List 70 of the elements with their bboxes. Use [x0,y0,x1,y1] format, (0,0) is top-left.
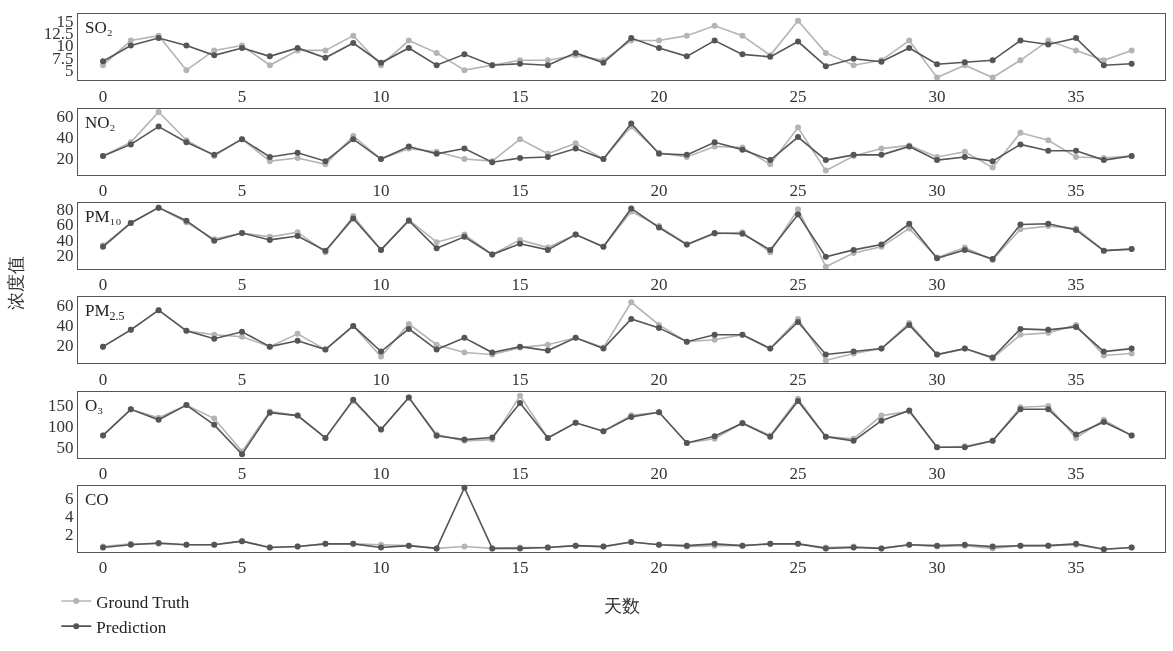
x-tick-label: 10 [372,86,390,106]
x-tick-label: 20 [650,369,668,389]
y-tick-label: 60 [56,107,74,127]
x-tick-label: 20 [650,558,668,578]
x-tick-label: 5 [237,369,247,389]
x-tick-label: 15 [511,275,529,295]
x-tick-label: 20 [650,181,668,201]
y-tick-label: 4 [65,506,75,526]
y-tick-label: 20 [56,335,74,355]
chart-title: NO₂ [85,113,116,132]
y-tick-label: 20 [56,148,74,168]
x-tick-label: 10 [372,464,390,484]
y-tick-label: 40 [56,127,74,147]
x-tick-label: 0 [98,275,108,295]
x-tick-label: 5 [237,86,247,106]
y-tick-label: 60 [56,296,74,316]
x-tick-label: 30 [928,558,946,578]
x-tick-label: 10 [372,181,390,201]
x-tick-label: 25 [789,369,807,389]
x-tick-label: 5 [237,181,247,201]
y-tick-label: 2 [65,524,74,544]
x-tick-label: 30 [928,369,946,389]
x-tick-label: 20 [650,275,668,295]
x-tick-label: 25 [789,558,807,578]
x-tick-label: 25 [789,181,807,201]
y-tick-label: 6 [65,488,74,508]
x-tick-label: 10 [372,558,390,578]
x-tick-label: 15 [511,464,529,484]
chart-title: PM$_{2.5}$ [85,301,125,323]
x-tick-label: 35 [1067,369,1085,389]
chart-title: O₃ [85,396,104,415]
x-tick-label: 15 [511,558,529,578]
x-tick-label: 15 [511,369,529,389]
x-tick-label: 25 [789,464,807,484]
x-tick-label: 30 [928,181,946,201]
y-tick-label: 100 [48,417,74,437]
y-tick-label: 150 [48,396,74,416]
x-tick-label: 15 [511,181,529,201]
x-tick-label: 0 [98,181,108,201]
y-axis-title: 浓度值 [4,256,26,311]
x-tick-label: 0 [98,86,108,106]
x-tick-label: 10 [372,275,390,295]
x-tick-label: 5 [237,275,247,295]
x-axis-title: 天数 [604,595,640,616]
x-tick-label: 35 [1067,181,1085,201]
x-tick-label: 25 [789,86,807,106]
legend-label: Prediction [96,617,167,637]
x-tick-label: 35 [1067,275,1085,295]
x-tick-label: 35 [1067,558,1085,578]
x-tick-label: 35 [1067,464,1085,484]
x-tick-label: 0 [98,464,108,484]
x-tick-label: 15 [511,86,529,106]
legend-label: Ground Truth [96,592,190,612]
x-tick-label: 10 [372,369,390,389]
x-tick-label: 30 [928,86,946,106]
y-tick-label: 40 [56,315,74,335]
x-tick-label: 20 [650,86,668,106]
chart-title: CO [85,490,109,509]
chart-title: SO₂ [85,18,113,37]
x-tick-label: 30 [928,275,946,295]
x-tick-label: 0 [98,369,108,389]
x-tick-label: 5 [237,464,247,484]
x-tick-label: 5 [237,558,247,578]
x-tick-label: 0 [98,558,108,578]
x-tick-label: 35 [1067,86,1085,106]
chart-title: PM₁₀ [85,207,122,226]
x-tick-label: 30 [928,464,946,484]
x-tick-label: 20 [650,464,668,484]
x-tick-label: 25 [789,275,807,295]
y-tick-label: 50 [56,438,74,458]
